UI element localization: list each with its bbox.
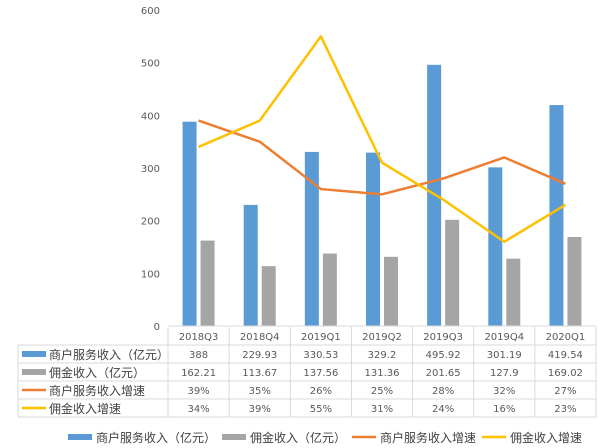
y-tick-label: 500 (141, 59, 160, 70)
table-cell: 229.93 (242, 350, 277, 361)
table-cell: 16% (493, 404, 515, 415)
bar-merchant (488, 167, 503, 326)
table-cell: 28% (432, 386, 454, 397)
table-row-label: 商户服务收入（亿元） (49, 347, 169, 362)
table-cell: 39% (187, 386, 209, 397)
table-cell: 27% (554, 386, 576, 397)
x-tick-label: 2019Q4 (484, 332, 524, 343)
legend-key (22, 351, 46, 357)
bar-commission (567, 236, 582, 326)
legend-swatch (222, 434, 247, 440)
table-cell: 330.53 (303, 350, 338, 361)
line-merchant-growth (198, 119, 566, 196)
y-tick-label: 0 (154, 322, 160, 333)
table-row-label: 佣金收入（亿元） (49, 365, 145, 380)
table-cell: 201.65 (426, 368, 461, 379)
x-tick-label: 2019Q1 (301, 332, 341, 343)
table-cell: 137.56 (303, 368, 338, 379)
bar-commission (445, 219, 460, 326)
legend-key (22, 369, 46, 375)
bar-commission (200, 240, 215, 326)
table-cell: 495.92 (426, 350, 461, 361)
table-cell: 388 (189, 350, 208, 361)
table-cell: 131.36 (365, 368, 400, 379)
bar-commission (384, 256, 398, 326)
table-cell: 35% (249, 386, 271, 397)
y-tick-label: 400 (141, 111, 160, 122)
x-tick-label: 2019Q3 (423, 332, 463, 343)
y-tick-label: 300 (141, 164, 160, 175)
bar-merchant (366, 152, 380, 326)
table-cell: 55% (310, 404, 332, 415)
table-cell: 113.67 (242, 368, 277, 379)
line-commission-growth (198, 35, 567, 243)
x-tick-label: 2019Q2 (362, 332, 402, 343)
x-tick-label: 2018Q3 (179, 332, 219, 343)
y-tick-label: 600 (141, 6, 160, 17)
table-cell: 25% (371, 386, 393, 397)
table-cell: 39% (249, 404, 271, 415)
table-cell: 32% (493, 386, 515, 397)
bar-commission (261, 266, 276, 326)
table-row-label: 佣金收入增速 (49, 401, 121, 416)
legend-label: 商户服务收入增速 (380, 430, 476, 445)
table-cell: 301.19 (487, 350, 522, 361)
x-tick-label: 2018Q4 (240, 332, 280, 343)
table-row-label: 商户服务收入增速 (49, 383, 145, 398)
y-tick-label: 100 (141, 269, 160, 280)
table-cell: 24% (432, 404, 454, 415)
bar-commission (506, 258, 521, 326)
table-cell: 169.02 (548, 368, 583, 379)
y-tick-label: 200 (141, 217, 160, 228)
legend-label: 商户服务收入（亿元） (96, 430, 216, 445)
bar-merchant (243, 204, 258, 326)
legend-label: 佣金收入增速 (510, 430, 582, 445)
table-cell: 419.54 (548, 350, 583, 361)
legend-swatch (68, 434, 92, 440)
x-tick-label: 2020Q1 (546, 332, 586, 343)
table-cell: 329.2 (368, 350, 397, 361)
bar-merchant (549, 105, 564, 326)
bar-commission (322, 253, 337, 326)
table-cell: 26% (310, 386, 332, 397)
legend-label: 佣金收入（亿元） (250, 430, 346, 445)
table-cell: 34% (187, 404, 209, 415)
table-cell: 31% (371, 404, 393, 415)
bar-merchant (182, 121, 197, 326)
bar-merchant (304, 151, 319, 326)
table-cell: 162.21 (181, 368, 216, 379)
table-cell: 23% (554, 404, 576, 415)
table-cell: 127.9 (490, 368, 519, 379)
